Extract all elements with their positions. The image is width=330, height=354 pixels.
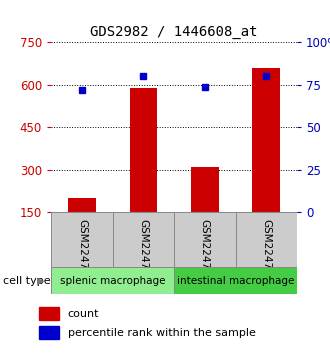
Text: cell type: cell type: [3, 275, 51, 286]
Bar: [252, 68, 280, 212]
Text: GSM224736: GSM224736: [261, 219, 271, 282]
Text: GSM224735: GSM224735: [138, 219, 148, 282]
Title: GDS2982 / 1446608_at: GDS2982 / 1446608_at: [90, 25, 258, 39]
Text: splenic macrophage: splenic macrophage: [60, 275, 165, 286]
Bar: [51, 212, 113, 267]
Text: percentile rank within the sample: percentile rank within the sample: [68, 328, 256, 338]
Bar: [51, 267, 174, 294]
Bar: [113, 212, 174, 267]
Bar: [68, 198, 96, 212]
Bar: [174, 212, 236, 267]
Bar: [191, 167, 219, 212]
Text: intestinal macrophage: intestinal macrophage: [177, 275, 294, 286]
Bar: [39, 326, 59, 339]
Bar: [129, 88, 157, 212]
Bar: [174, 267, 297, 294]
Text: count: count: [68, 309, 99, 319]
Bar: [39, 307, 59, 320]
Text: GSM224734: GSM224734: [200, 219, 210, 282]
Text: GSM224733: GSM224733: [77, 219, 87, 282]
Bar: [236, 212, 297, 267]
Text: ▶: ▶: [37, 275, 45, 286]
